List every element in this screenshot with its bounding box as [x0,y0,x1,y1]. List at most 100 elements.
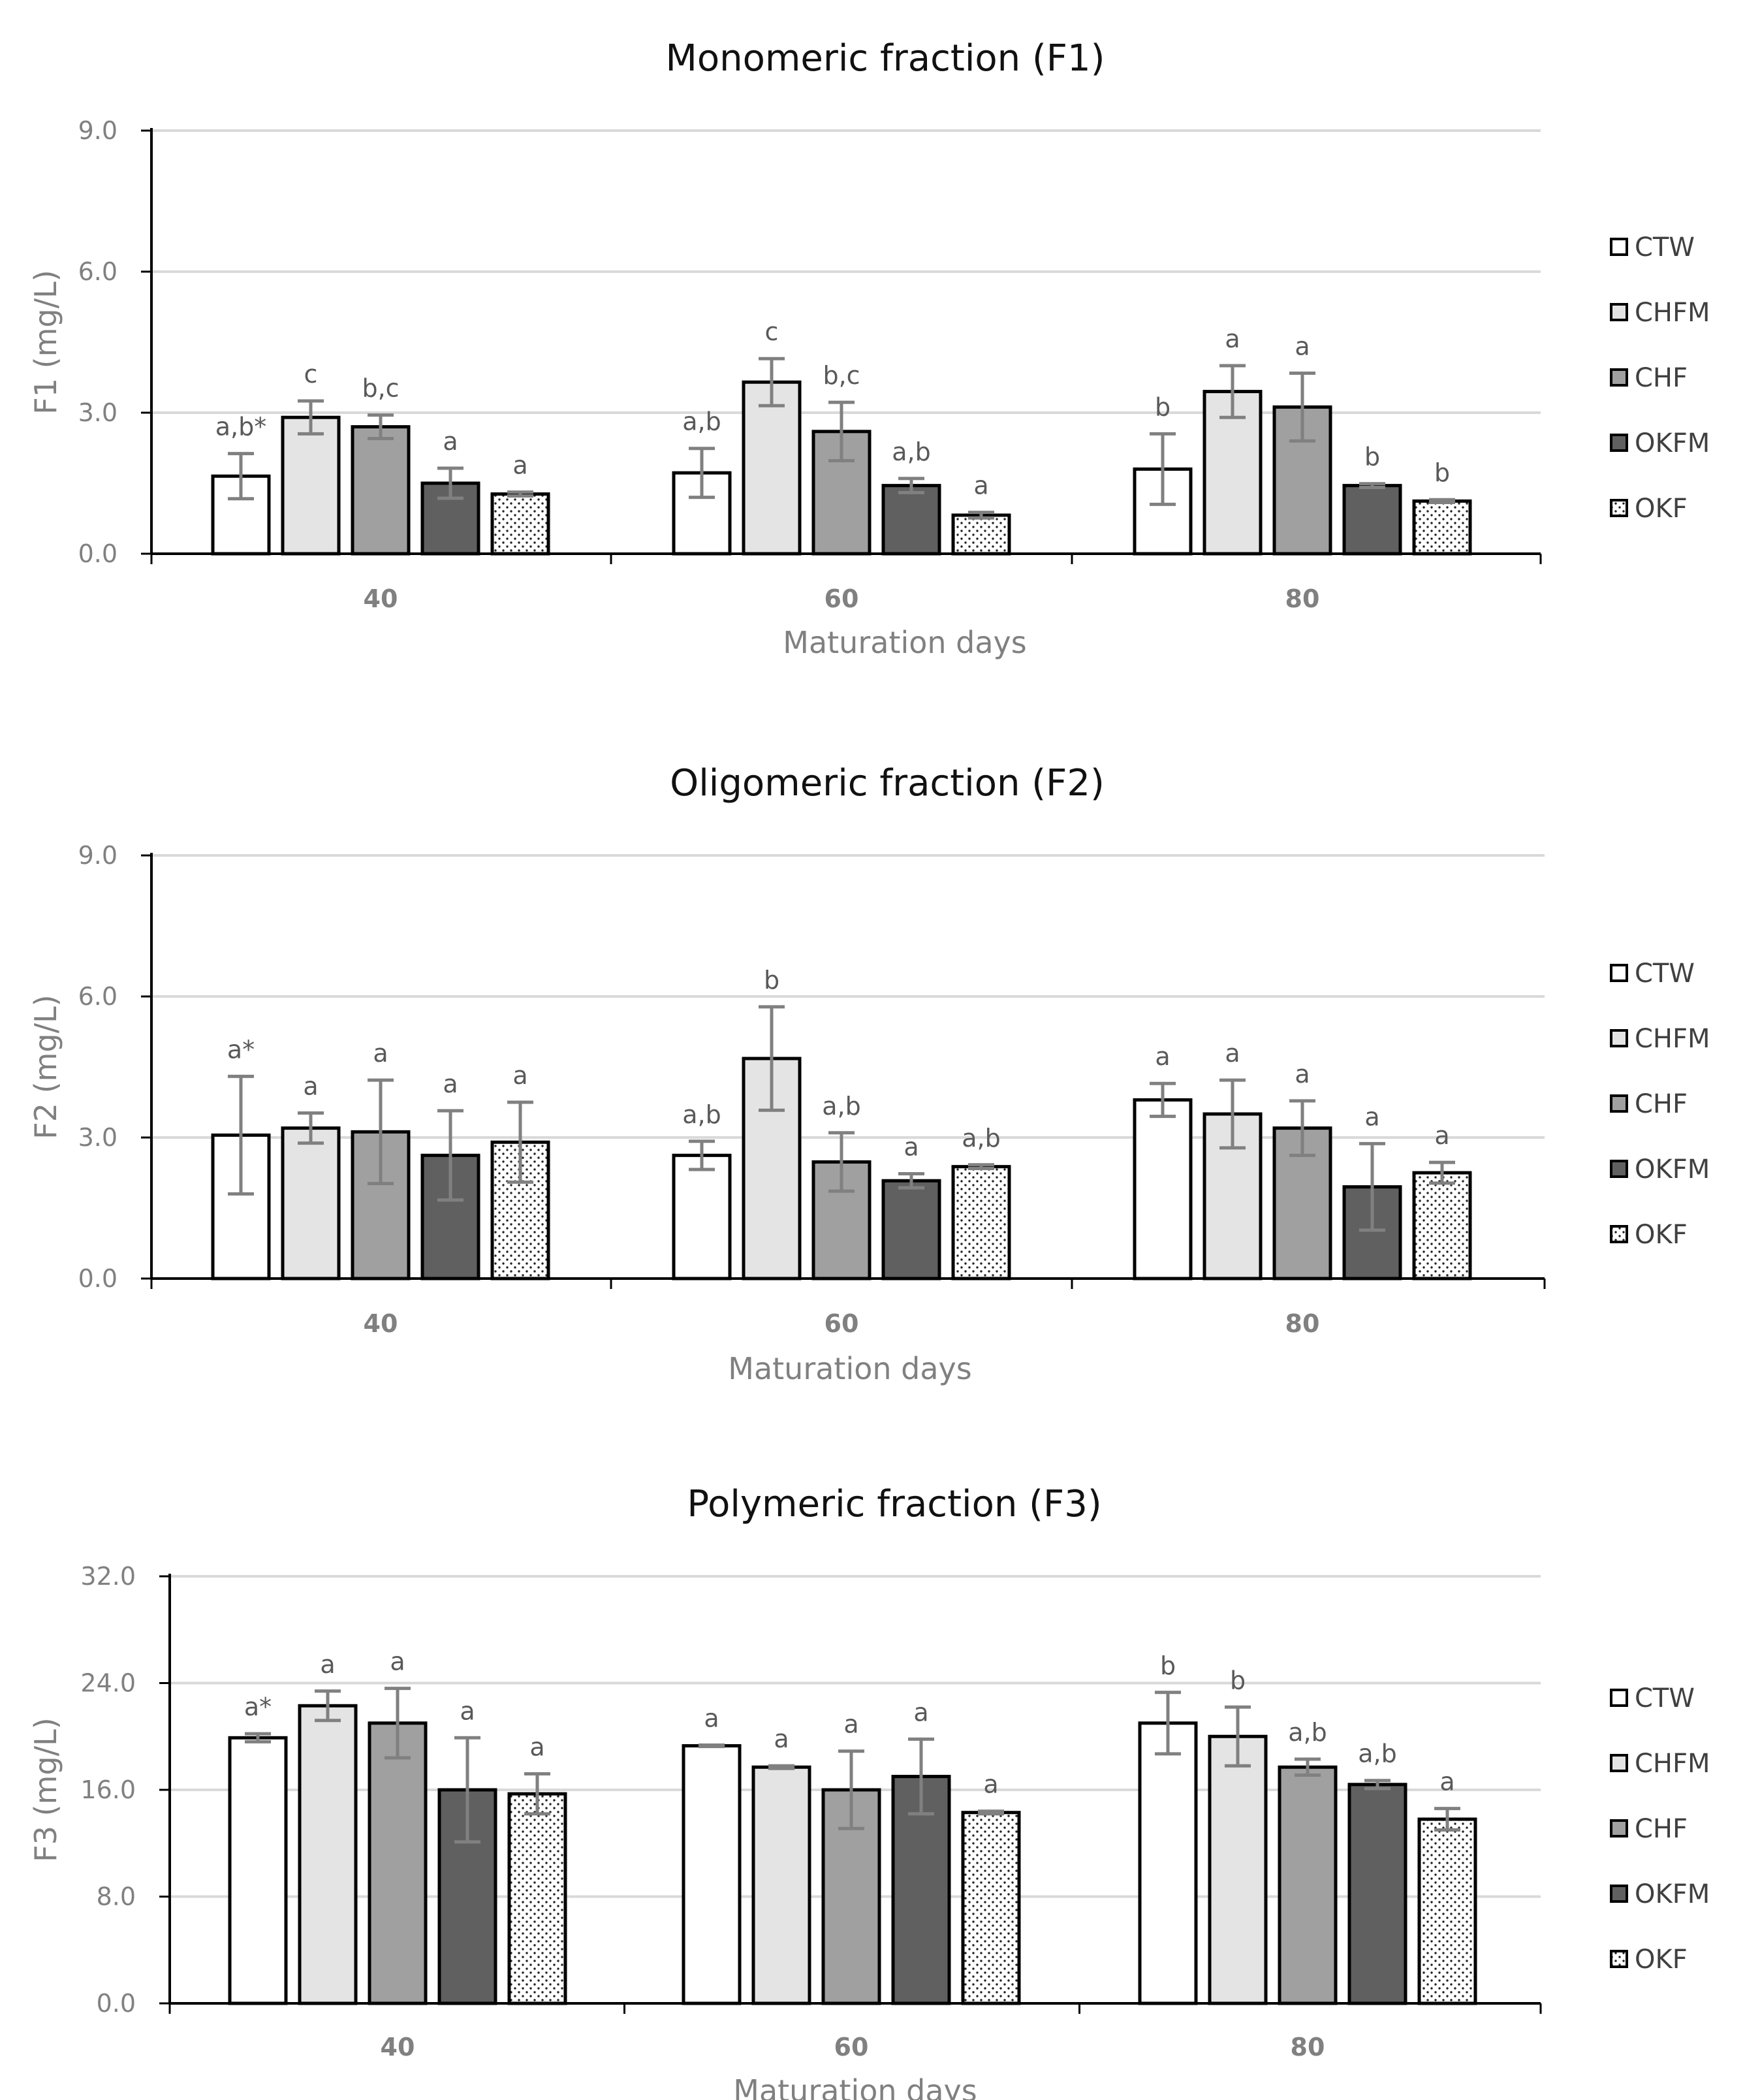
chart-3: Polymeric fraction (F3) 0.0 8.0 16.0 24.0 32.… [28,1483,1710,2100]
significance-label: a,b [962,1124,1001,1153]
bar-okf [951,1165,1011,1281]
significance-label: a [320,1650,335,1679]
legend-label-okfm: OKFM [1635,1879,1710,1909]
error-bar [315,1689,341,1723]
x-category-label: 80 [1285,1309,1320,1338]
legend-label-chf: CHF [1635,1814,1688,1844]
error-bar [524,1772,550,1816]
error-bar [1289,1099,1315,1157]
bar-okfm [1342,484,1402,556]
error-bar [968,1163,994,1171]
legend-label-okfm: OKFM [1635,428,1710,458]
significance-label: b [1155,392,1171,421]
legend-swatch-ctw [1610,964,1628,982]
legend-label-ctw: CTW [1635,959,1695,989]
error-bar [1434,1807,1460,1832]
error-bar [1155,1691,1181,1756]
legend-swatch-okfm [1610,1885,1628,1903]
significance-label: a [1295,332,1310,361]
legend-swatch-okf [1610,499,1628,517]
significance-label: a [774,1725,789,1753]
significance-label: a [1155,1042,1170,1071]
chart-title: Oligomeric fraction (F2) [670,762,1105,804]
legend-label-chfm: CHFM [1635,1749,1710,1779]
significance-label: b [764,966,779,994]
significance-label: a [303,1072,318,1101]
error-bar [1289,372,1315,443]
error-bar [699,1743,725,1749]
significance-label: a [443,1070,458,1098]
y-tick-label: 24.0 [80,1669,136,1698]
significance-label: b,c [362,374,399,403]
chart-title: Monomeric fraction (F1) [666,37,1105,80]
significance-label: a [843,1710,858,1739]
y-tick-label: 32.0 [80,1562,136,1591]
x-axis-label: Maturation days [733,2073,977,2100]
significance-label: a,b [1358,1740,1397,1768]
y-tick-label: 16.0 [80,1775,136,1804]
significance-label: b [1160,1651,1176,1680]
y-tick-label: 0.0 [78,1264,118,1293]
legend-swatch-chf [1610,1819,1628,1838]
error-bar [437,466,464,500]
x-category-label: 40 [364,1309,398,1338]
bar-chf [351,425,411,556]
bar-chf [368,1721,428,2005]
significance-label: a [373,1039,388,1068]
significance-label: a [983,1770,998,1799]
y-axis-label: F1 (mg/L) [28,270,63,414]
error-bar [437,1109,464,1202]
significance-label: a,b [892,438,931,466]
significance-label: a* [244,1693,272,1721]
error-bar [838,1749,864,1830]
y-tick-label: 3.0 [78,1123,118,1152]
legend-swatch-okfm [1610,434,1628,452]
legend-label-okf: OKF [1635,494,1688,524]
bar-ctw [228,1736,288,2005]
y-tick-label: 8.0 [97,1883,136,1911]
error-bar [368,413,394,441]
error-bar [228,452,254,501]
bar-chfm [298,1704,358,2005]
legend-swatch-chf [1610,368,1628,387]
bar-okf [961,1811,1021,2005]
y-tick-label: 3.0 [78,398,118,427]
chart-2: Oligomeric fraction (F2) 0.0 3.0 6.0 9.0 F2 (… [28,762,1710,1386]
significance-label: a* [227,1035,255,1064]
x-category-label: 60 [825,584,859,613]
significance-label: a [512,1061,527,1090]
y-tick-label: 9.0 [78,116,118,145]
chart-title: Polymeric fraction (F3) [687,1483,1101,1525]
bar-ctw [672,1153,732,1281]
bar-ctw [1133,1098,1193,1281]
x-category-label: 80 [1291,2033,1325,2061]
legend-label-ctw: CTW [1635,1683,1695,1713]
error-bar [1429,1160,1455,1185]
bar-okf [490,492,550,556]
legend-swatch-ctw [1610,1689,1628,1707]
significance-label: b [1434,458,1450,487]
bar-okf [507,1792,567,2005]
error-bar [1219,1078,1246,1150]
x-category-label: 60 [825,1309,859,1338]
legend-swatch-okf [1610,1225,1628,1243]
bar-chfm [751,1765,811,2005]
significance-label: c [304,360,318,389]
error-bar [1364,1779,1391,1790]
y-tick-label: 6.0 [78,982,118,1011]
error-bar [968,511,994,520]
error-bar [1150,1081,1176,1119]
significance-label: a [460,1696,475,1725]
y-tick-label: 6.0 [78,257,118,286]
bar-chfm [281,1126,341,1281]
error-bar [828,400,855,462]
legend-label-ctw: CTW [1635,232,1695,262]
error-bar [1225,1705,1251,1768]
error-bar [1359,482,1385,489]
x-axis-label: Maturation days [783,625,1026,660]
error-bar [1429,498,1455,505]
bar-okf [951,513,1011,556]
legend-swatch-okf [1610,1950,1628,1968]
legend-label-chf: CHF [1635,363,1688,393]
